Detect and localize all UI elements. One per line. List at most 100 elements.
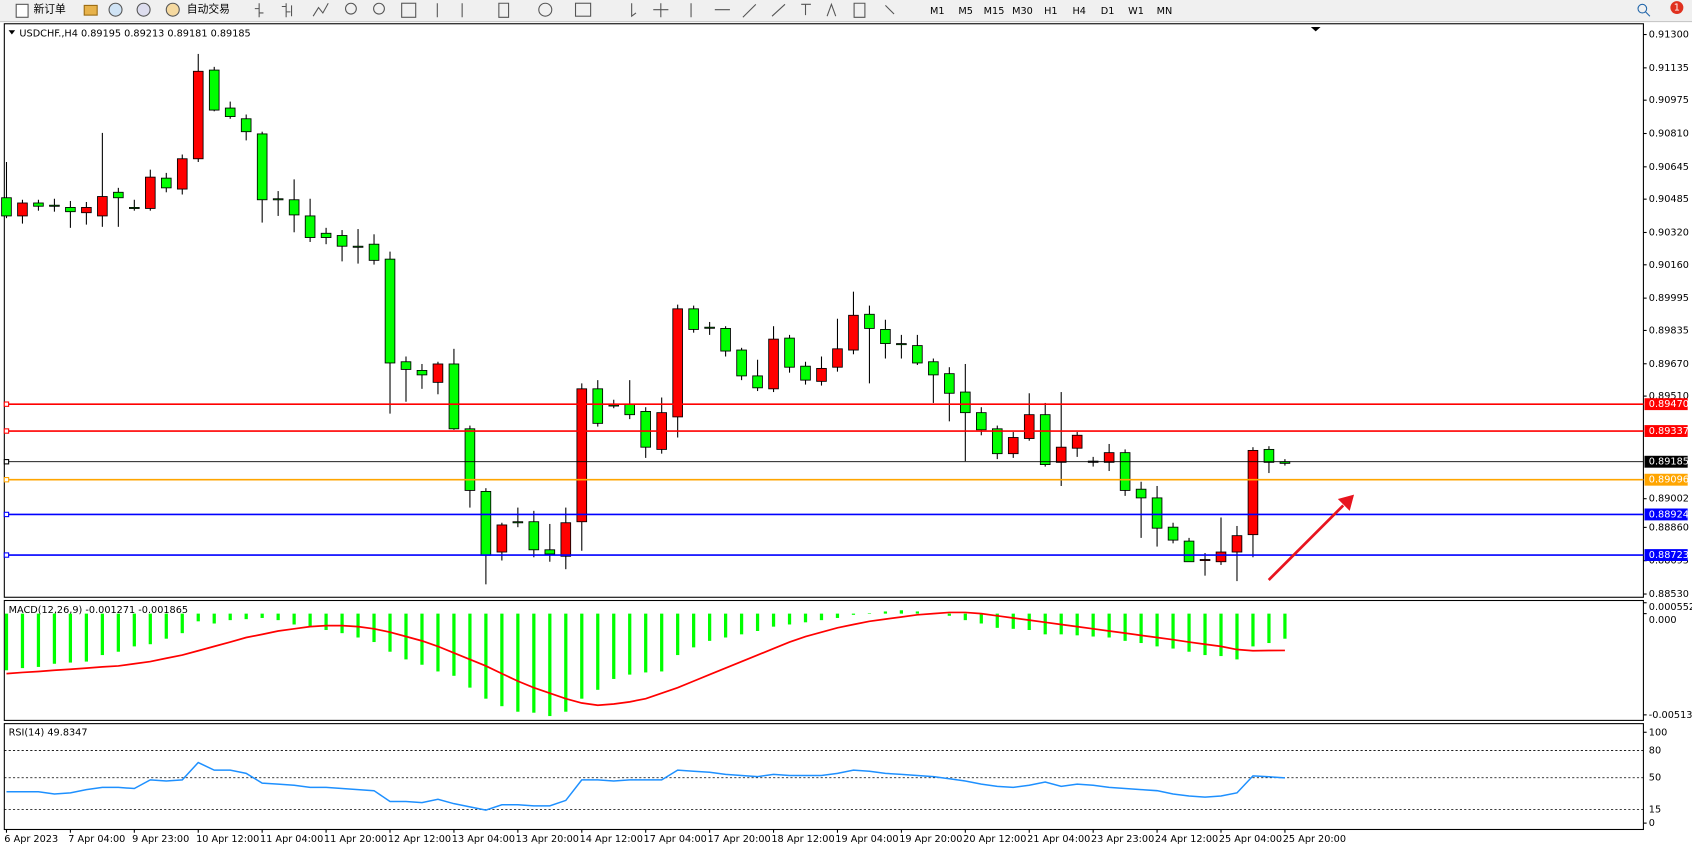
candle-body bbox=[592, 388, 604, 424]
y-tick-label: 15 bbox=[1649, 804, 1661, 815]
macd-bar bbox=[1155, 613, 1159, 647]
candle-body bbox=[912, 345, 923, 364]
macd-bar bbox=[708, 613, 712, 641]
macd-bar bbox=[484, 613, 488, 699]
icon bbox=[401, 2, 417, 18]
candle-body bbox=[752, 375, 763, 389]
y-tick-label: 80 bbox=[1649, 745, 1661, 756]
timeframe-button[interactable]: H1 bbox=[1044, 6, 1057, 17]
x-tick-label: 13 Apr 04:00 bbox=[452, 834, 515, 845]
icon bbox=[436, 2, 895, 18]
y-tick-label: 0.88695 bbox=[1649, 556, 1689, 567]
macd-bar bbox=[1171, 613, 1175, 649]
candle-body bbox=[17, 202, 28, 217]
line-handle bbox=[3, 477, 10, 483]
line-label-box bbox=[1644, 508, 1688, 521]
candle-body bbox=[512, 521, 524, 524]
candle-body bbox=[272, 198, 284, 201]
candle-body bbox=[1199, 559, 1211, 562]
candle-body bbox=[976, 412, 987, 431]
line-handle bbox=[3, 428, 10, 434]
line-label: 0.89470 bbox=[1649, 399, 1689, 410]
y-tick-label: 0.89835 bbox=[1649, 325, 1689, 336]
candle-body bbox=[256, 133, 268, 201]
chart-title: USDCHF.,H4 0.89195 0.89213 0.89181 0.891… bbox=[19, 28, 250, 39]
candle-body bbox=[624, 403, 636, 416]
symbol-menu[interactable] bbox=[8, 30, 16, 35]
y-tick-label: 0.88530 bbox=[1649, 589, 1689, 600]
line-label: 0.89185 bbox=[1649, 457, 1689, 468]
candle-body bbox=[720, 327, 731, 352]
macd-title: MACD(12,26,9) -0.001271 -0.001865 bbox=[9, 605, 188, 616]
x-tick-label: 24 Apr 12:00 bbox=[1155, 834, 1218, 845]
macd-bar bbox=[68, 613, 73, 663]
candle-body bbox=[304, 215, 316, 238]
macd-bar bbox=[164, 613, 168, 639]
candle-body bbox=[528, 521, 540, 551]
candle-body bbox=[81, 207, 92, 214]
toolbar-button[interactable]: 自动交易 bbox=[187, 3, 230, 16]
macd-bar bbox=[835, 613, 840, 618]
x-tick-label: 12 Apr 12:00 bbox=[388, 834, 451, 845]
candle-body bbox=[368, 243, 380, 261]
candle-body bbox=[224, 107, 236, 117]
timeframe-button[interactable]: M5 bbox=[958, 6, 973, 17]
macd-bar bbox=[899, 610, 904, 614]
line-label: 0.88723 bbox=[1649, 550, 1689, 561]
toolbar bbox=[0, 0, 1692, 22]
search-icon[interactable] bbox=[1637, 3, 1648, 14]
y-tick-label: 100 bbox=[1649, 727, 1668, 738]
candle-body bbox=[784, 337, 795, 368]
macd-bar bbox=[500, 613, 504, 707]
macd-bar bbox=[308, 613, 312, 627]
y-tick-label: 0.90320 bbox=[1649, 227, 1689, 238]
timeframe-button[interactable]: H4 bbox=[1072, 6, 1085, 17]
macd-bar bbox=[516, 613, 520, 712]
y-tick-label: 0.90810 bbox=[1649, 129, 1689, 140]
candle-body bbox=[928, 361, 939, 376]
macd-bar bbox=[771, 613, 776, 627]
candle-body bbox=[736, 349, 747, 377]
x-tick-label: 21 Apr 04:00 bbox=[1027, 834, 1090, 845]
x-tick-label: 10 Apr 12:00 bbox=[196, 834, 259, 845]
macd-bar bbox=[995, 613, 999, 628]
x-tick-label: 11 Apr 04:00 bbox=[260, 834, 323, 845]
macd-bar bbox=[148, 613, 152, 645]
timeframe-button[interactable]: MN bbox=[1157, 6, 1173, 17]
macd-bar bbox=[196, 613, 200, 622]
x-tick-label: 11 Apr 20:00 bbox=[324, 834, 387, 845]
timeframe-button[interactable]: D1 bbox=[1101, 6, 1115, 17]
toolbar-button[interactable]: 新订单 bbox=[33, 3, 66, 16]
line-handle bbox=[3, 401, 10, 407]
candle-body bbox=[1231, 535, 1243, 553]
x-tick-label: 19 Apr 04:00 bbox=[835, 834, 898, 845]
timeframe-button[interactable]: M30 bbox=[1012, 6, 1033, 17]
icon bbox=[108, 2, 123, 17]
y-tick-label: 0.90485 bbox=[1649, 194, 1689, 205]
macd-bar bbox=[676, 613, 680, 656]
candle-body bbox=[336, 235, 348, 247]
timeframe-button[interactable]: M1 bbox=[930, 6, 945, 17]
candle-body bbox=[1167, 526, 1179, 541]
shift-marker bbox=[1310, 27, 1321, 32]
candle-body bbox=[848, 314, 859, 351]
badge-count: 1 bbox=[1674, 3, 1680, 14]
macd-bar bbox=[1219, 613, 1223, 657]
timeframe-button[interactable]: M15 bbox=[984, 6, 1005, 17]
macd-bar bbox=[212, 613, 216, 624]
candle-body bbox=[384, 258, 396, 364]
search-icon bbox=[1645, 11, 1651, 17]
macd-bar bbox=[692, 613, 696, 648]
macd-bar bbox=[116, 613, 120, 652]
arrow-shaft bbox=[1267, 504, 1345, 581]
macd-bar bbox=[1091, 613, 1095, 637]
y-tick-label: 0.89510 bbox=[1649, 391, 1689, 402]
x-tick-label: 23 Apr 23:00 bbox=[1091, 834, 1154, 845]
candle-body bbox=[432, 363, 444, 383]
line-label: 0.89337 bbox=[1649, 426, 1689, 437]
line-label-box bbox=[1644, 398, 1688, 411]
notification-badge[interactable] bbox=[1670, 1, 1684, 15]
timeframe-button[interactable]: W1 bbox=[1128, 6, 1144, 17]
line-label-box bbox=[1644, 425, 1688, 437]
